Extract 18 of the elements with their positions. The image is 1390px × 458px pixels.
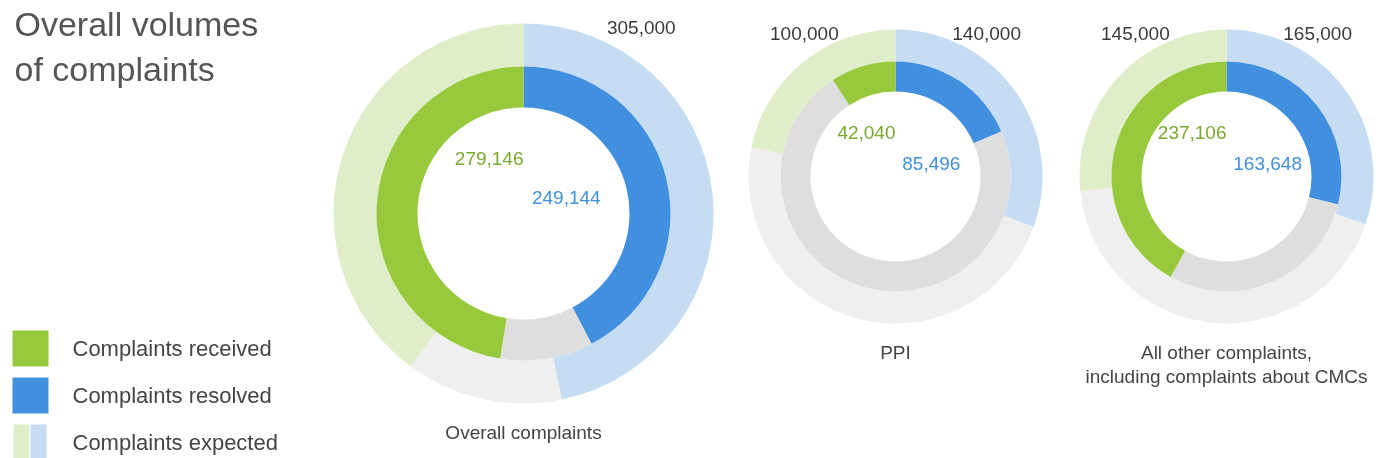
legend-label: Complaints resolved [72,383,272,408]
data-label: 85,496 [902,153,961,175]
data-label: 305,000 [606,17,676,38]
data-label: 249,144 [531,187,602,209]
text: PPI [880,341,911,363]
chart-title: Overall volumes of complaints [14,4,259,89]
text: All other complaints, including complaints about CMCs [1085,341,1368,387]
data-label: 100,000 [770,23,839,44]
legend-label: Complaints received [72,336,272,361]
data-label: 279,146 [454,147,524,169]
data-label: 145,000 [1101,23,1170,44]
data-label: 163,648 [1233,153,1302,175]
data-label: 237,106 [1157,121,1227,143]
text: Overall complaints [445,421,602,443]
legend-label: Complaints expected [72,430,278,455]
data-label: 165,000 [1283,23,1352,44]
data-label: 140,000 [952,23,1021,44]
data-label: 42,040 [837,121,896,143]
